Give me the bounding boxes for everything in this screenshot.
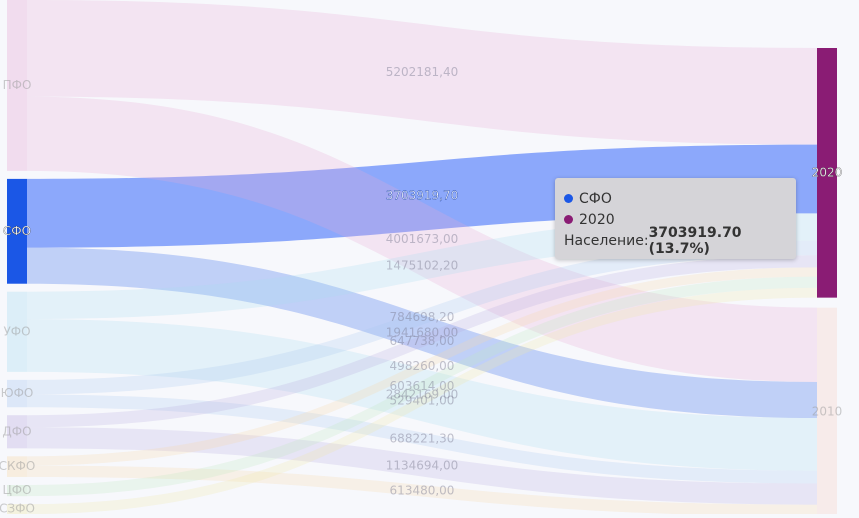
tooltip: СФО 2020 Население: 3703919.70 (13.7%) (555, 178, 796, 259)
node-label: УФО (3, 324, 30, 338)
node-label: СКФО (0, 459, 35, 473)
node (7, 178, 27, 284)
link-label: 784698,20 (390, 310, 455, 324)
link (27, 276, 817, 497)
link-label: 1475102,20 (386, 259, 459, 273)
node (7, 379, 27, 408)
link-label: 603614,00 (390, 379, 455, 393)
node (817, 48, 837, 298)
tooltip-value: Население: 3703919.70 (13.7%) (564, 225, 788, 257)
link (27, 287, 817, 514)
node (817, 307, 837, 516)
link-label: 5202181,40 (386, 65, 459, 79)
node (7, 504, 27, 514)
node-label: ЦФО (2, 483, 31, 497)
link (27, 96, 817, 382)
link-label: 529401,00 (390, 393, 455, 407)
node-label: ЮФО (1, 386, 34, 400)
link-label: 2842169,00 (386, 387, 459, 401)
node-label: 2020 (812, 165, 843, 179)
source-dot (564, 194, 573, 203)
link (27, 267, 817, 466)
node (7, 456, 27, 477)
node-label: 2010 (812, 404, 843, 418)
node (7, 0, 27, 171)
tooltip-target: 2020 (564, 209, 788, 230)
node (7, 484, 27, 497)
value-label: Население: (564, 232, 649, 249)
link-label: 613480,00 (390, 483, 455, 497)
link-label: 498260,00 (390, 359, 455, 373)
source-name: СФО (579, 190, 612, 207)
link (27, 144, 817, 248)
link (27, 255, 817, 428)
node-label: ПФО (3, 78, 32, 92)
link-label: 3703919,70 (386, 189, 459, 203)
target-name: 2020 (579, 211, 615, 228)
node-label: СФО (3, 224, 31, 238)
link (27, 394, 817, 484)
link (27, 240, 817, 395)
target-dot (564, 215, 573, 224)
link-label: 1941680,00 (386, 325, 459, 339)
link (27, 465, 817, 516)
node (7, 291, 27, 372)
link (27, 319, 817, 471)
link (27, 427, 817, 505)
link-label: 647738,00 (390, 334, 455, 348)
value-text: 3703919.70 (13.7%) (648, 224, 742, 257)
link (27, 247, 817, 418)
node-label: ДФО (2, 424, 31, 438)
node (7, 415, 27, 449)
link-label: 4001673,00 (386, 232, 459, 246)
link-label: 688221,30 (390, 431, 455, 445)
node-label: СЗФО (0, 502, 35, 514)
tooltip-source: СФО (564, 188, 788, 209)
link (27, 0, 817, 145)
link-label: 1134694,00 (386, 458, 459, 472)
